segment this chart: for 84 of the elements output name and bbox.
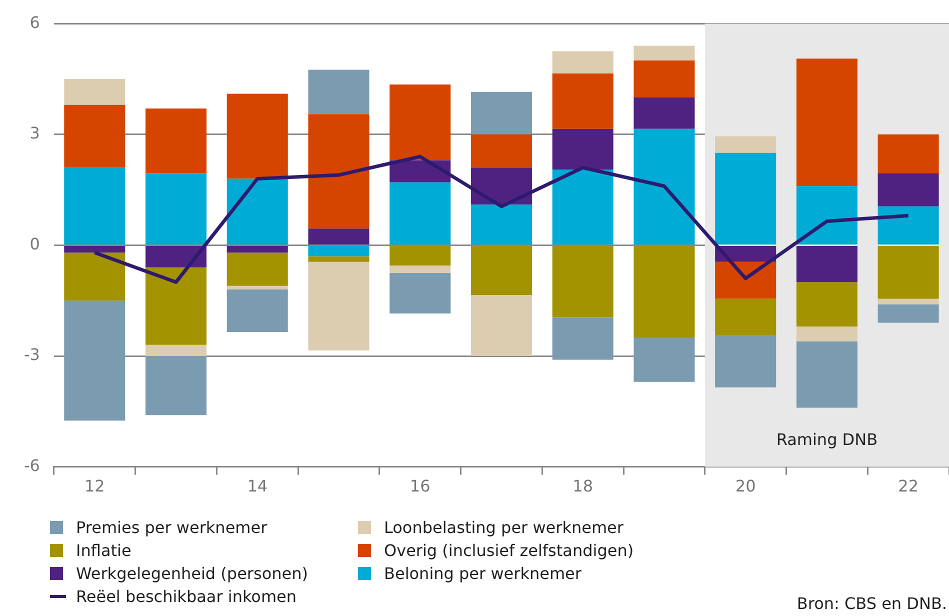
bar (145, 267, 207, 345)
bar (145, 246, 207, 268)
bar (390, 246, 451, 266)
bar (878, 134, 939, 174)
text: Bron: CBS en DNB. (796, 594, 947, 613)
bar (390, 272, 451, 314)
y-tick-label: 6 (30, 12, 40, 32)
y-tick-label: -6 (24, 456, 40, 475)
bar (634, 338, 695, 382)
bar (878, 246, 939, 299)
bar (226, 246, 288, 253)
bar (878, 304, 939, 323)
legend-label: Beloning per werknemer (384, 564, 582, 582)
y-tick-label: 3 (30, 124, 40, 143)
bar (470, 168, 532, 205)
bar (308, 114, 370, 229)
bar (634, 246, 695, 338)
bar (226, 252, 288, 286)
bar (634, 46, 695, 61)
bar (715, 336, 776, 388)
bar (715, 152, 776, 244)
bar (308, 228, 370, 244)
bar (715, 298, 776, 336)
bar (226, 290, 288, 332)
bar (308, 256, 370, 262)
bar (878, 298, 939, 304)
bar (552, 246, 614, 318)
bar (390, 266, 451, 273)
bar (634, 97, 695, 129)
bar (308, 246, 370, 256)
bar (308, 262, 370, 350)
bar (64, 300, 126, 421)
legend-label: Overig (inclusief zelfstandigen) (384, 540, 634, 560)
bar (552, 128, 614, 170)
bar (226, 286, 288, 290)
bar (145, 356, 207, 416)
y-tick-label: 0 (30, 234, 40, 254)
bar (64, 79, 126, 105)
bar (634, 60, 695, 98)
x-tick-label: 20 (735, 476, 756, 496)
band-label: Raming DNB (776, 430, 878, 450)
bar (796, 186, 858, 244)
legend-label: Loonbelasting per werknemer (384, 518, 624, 536)
bar (796, 246, 858, 282)
x-tick-label: 12 (84, 476, 105, 496)
bar (715, 136, 776, 153)
bar (145, 173, 207, 244)
bar (470, 134, 532, 168)
bar (796, 58, 858, 186)
bar (552, 51, 614, 74)
x-tick-label: 18 (572, 476, 594, 496)
bar (470, 92, 532, 134)
bar (145, 108, 207, 174)
bar (390, 84, 451, 160)
legend-label: Premies per werknemer (76, 518, 268, 536)
y-tick-label: -3 (24, 345, 40, 364)
bar (64, 252, 126, 301)
bar (878, 206, 939, 244)
bar (226, 178, 288, 244)
bar (715, 262, 776, 299)
bar (470, 246, 532, 296)
bar (470, 204, 532, 244)
bar (64, 104, 126, 168)
x-tick-label: 14 (247, 476, 268, 496)
bar (634, 128, 695, 244)
bar (796, 326, 858, 342)
bar (878, 173, 939, 206)
bar (796, 282, 858, 326)
legend-label: Inflatie (76, 540, 132, 560)
bar (64, 246, 126, 253)
bar (552, 317, 614, 360)
bar (552, 169, 614, 244)
bar (226, 94, 288, 179)
bar (308, 70, 370, 114)
bar (796, 341, 858, 408)
legend-label: Werkgelegenheid (personen) (76, 564, 308, 582)
x-tick-label: 16 (410, 476, 430, 496)
bar (470, 295, 532, 356)
bar (145, 344, 207, 356)
bar (552, 73, 614, 129)
bar (64, 168, 126, 244)
x-tick-label: 22 (898, 476, 918, 496)
bar (390, 182, 451, 244)
legend-label: Reëel beschikbaar inkomen (76, 586, 297, 606)
